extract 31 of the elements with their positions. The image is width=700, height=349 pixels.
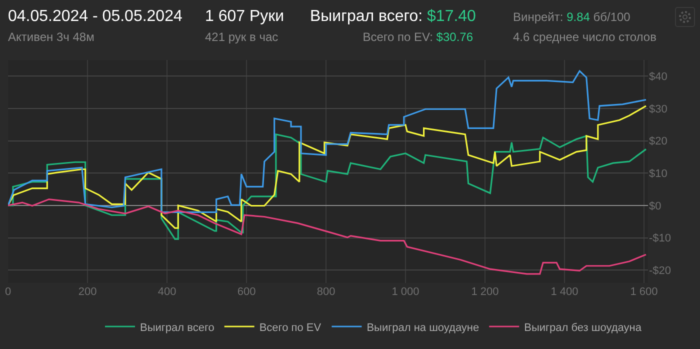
- x-tick-label: 1 600: [630, 286, 658, 298]
- x-tick-label: 200: [78, 286, 97, 298]
- x-tick-label: 1 200: [471, 286, 499, 298]
- legend-label: Выиграл без шоудауна: [524, 322, 642, 334]
- legend-label: Всего по EV: [259, 322, 322, 334]
- legend-label: Выиграл на шоудауне: [366, 322, 480, 334]
- text: 4.6 среднее число столов: [513, 30, 656, 44]
- y-tick-label: $40: [649, 71, 668, 84]
- text: Всего по EV: $30.76: [362, 30, 473, 44]
- y-tick-label: $10: [649, 168, 668, 180]
- y-tick-label: $0: [649, 200, 662, 212]
- chart-subtitle: Активен 3ч 48м: [8, 30, 94, 44]
- x-tick-label: 1 400: [550, 286, 578, 298]
- y-tick-label: -$20: [649, 264, 672, 277]
- text: 421 рук в час: [205, 30, 278, 44]
- x-tick-label: 400: [158, 286, 176, 298]
- y-tick-label: $20: [649, 136, 668, 148]
- x-tick-label: 1 000: [392, 286, 420, 298]
- line-series: [8, 198, 647, 275]
- text: Винрейт: 9.84 бб/100: [513, 10, 630, 24]
- y-tick-label: -$10: [649, 232, 672, 245]
- x-tick-label: 600: [237, 286, 256, 298]
- legend-label: Выиграл всего: [140, 322, 214, 334]
- x-tick-label: 800: [316, 286, 336, 298]
- y-tick-label: $30: [649, 103, 668, 116]
- x-tick-label: 0: [4, 286, 12, 298]
- line-series: [8, 105, 647, 229]
- chart-title: 04.05.2024 - 05.05.2024: [8, 8, 182, 26]
- text: Выиграл всего: $17.40: [310, 8, 476, 26]
- line-series: [8, 70, 647, 214]
- text: 1 607 Руки: [205, 8, 284, 26]
